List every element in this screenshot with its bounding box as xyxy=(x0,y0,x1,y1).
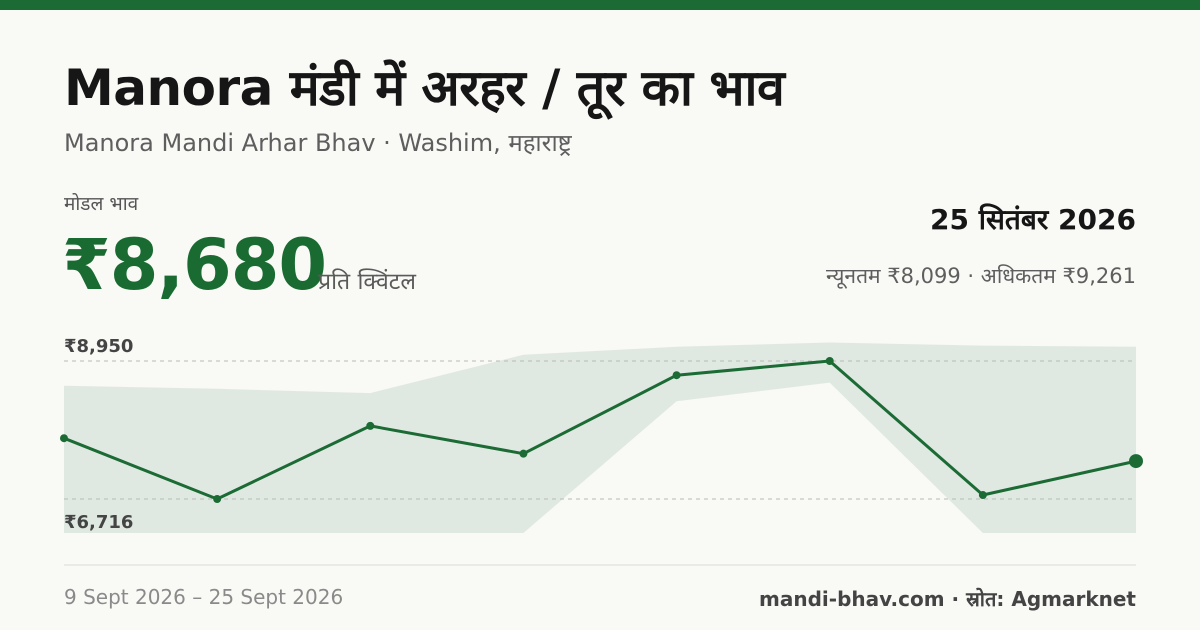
price-date: 25 सितंबर 2026 xyxy=(930,203,1136,236)
price-point xyxy=(672,371,681,380)
reference-label: ₹6,716 xyxy=(64,512,133,533)
price-point xyxy=(366,421,375,430)
price-point xyxy=(978,491,987,500)
page-subtitle: Manora Mandi Arhar Bhav · Washim, महाराष… xyxy=(64,129,572,157)
min-max-range: न्यूनतम ₹8,099 · अधिकतम ₹9,261 xyxy=(826,264,1136,288)
price-point xyxy=(60,434,68,443)
modal-price-label: मोडल भाव xyxy=(64,193,139,215)
footer-source: mandi-bhav.com · स्रोत: Agmarknet xyxy=(759,587,1136,611)
modal-price-line xyxy=(63,359,1137,501)
top-accent-bar xyxy=(0,0,1200,10)
modal-price-value: ₹8,680 xyxy=(62,224,327,306)
price-point xyxy=(825,357,834,365)
latest-price-point xyxy=(1129,454,1143,469)
price-point xyxy=(213,495,222,503)
price-unit: प्रति क्विंटल xyxy=(318,269,416,295)
footer-date-range: 9 Sept 2026 – 25 Sept 2026 xyxy=(64,585,344,609)
page-title: Manora मंडी में अरहर / तूर का भाव xyxy=(64,59,785,117)
reference-label: ₹8,950 xyxy=(64,336,133,357)
price-point xyxy=(519,449,528,458)
min-max-band xyxy=(64,342,1136,533)
